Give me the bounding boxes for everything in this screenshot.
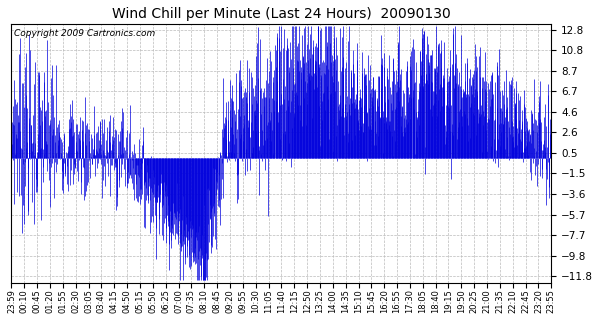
Text: Copyright 2009 Cartronics.com: Copyright 2009 Cartronics.com xyxy=(14,29,155,38)
Title: Wind Chill per Minute (Last 24 Hours)  20090130: Wind Chill per Minute (Last 24 Hours) 20… xyxy=(112,7,451,21)
